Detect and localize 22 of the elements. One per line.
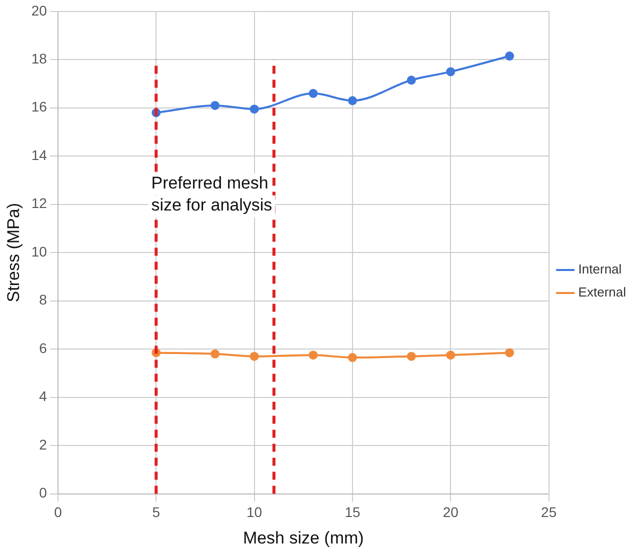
y-axis-title: Stress (MPa) — [4, 203, 23, 302]
y-tick-label: 8 — [39, 292, 48, 308]
legend-label: Internal — [578, 262, 622, 277]
y-tick-label: 0 — [39, 484, 48, 501]
y-tick-label: 16 — [31, 98, 48, 115]
x-axis-title: Mesh size (mm) — [242, 528, 364, 548]
y-tick-label: 4 — [39, 388, 48, 404]
y-tick-label: 12 — [31, 195, 48, 212]
x-tick-label: 25 — [541, 504, 557, 520]
y-tick-label: 14 — [31, 146, 48, 163]
y-tick-label: 2 — [39, 436, 48, 452]
x-tick-label: 0 — [54, 504, 62, 520]
x-tick-label: 15 — [344, 504, 360, 520]
x-tick-label: 10 — [246, 504, 262, 520]
y-tick-label: 18 — [31, 50, 48, 66]
x-tick-label: 5 — [152, 504, 160, 520]
legend-label: External — [578, 284, 626, 300]
annotation: Preferred mesh size for analysis — [151, 174, 272, 215]
y-tick-label: 10 — [31, 243, 48, 260]
y-tick-label: 20 — [31, 2, 48, 18]
y-tick-label: 6 — [39, 340, 48, 356]
x-tick-label: 20 — [442, 504, 459, 520]
